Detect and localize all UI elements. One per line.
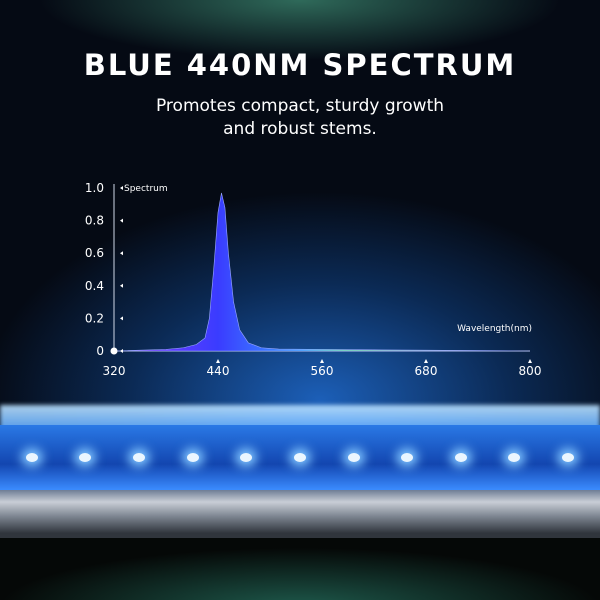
led-chip [25,453,38,462]
led-chip [186,453,199,462]
x-axis-label: Wavelength(nm) [457,324,532,334]
x-tick-label: 560 [311,364,334,378]
led-chip [293,453,306,462]
y-tick-label: 1.0 [85,181,104,195]
led-chip [562,453,575,462]
y-tick-mark [120,316,123,321]
x-tick-label: 680 [415,364,438,378]
y-tick-label: 0.4 [85,279,104,293]
x-tick-label: 800 [519,364,542,378]
y-tick-mark [120,218,123,223]
spectrum-curve [113,192,531,352]
y-tick-mark [120,283,123,288]
y-tick-label: 0.2 [85,311,104,325]
led-chip [79,453,92,462]
led-chip [240,453,253,462]
y-tick-label: 0 [96,344,104,358]
x-tick-label: 440 [207,364,230,378]
x-tick-mark [216,359,220,363]
led-chip [508,453,521,462]
y-axis-label: Spectrum [124,184,168,194]
x-tick-mark [424,359,428,363]
subtitle-line: and robust stems. [223,119,377,139]
led-chip [401,453,414,462]
led-chip [454,453,467,462]
y-tick-mark [120,349,123,353]
x-tick-mark [320,359,324,363]
led-strip [0,425,600,490]
x-tick-mark [528,359,532,363]
x-tick-label: 320 [103,364,126,378]
y-tick-mark [120,186,123,190]
led-chip [347,453,360,462]
y-tick-label: 0.6 [85,246,104,260]
page-title: BLUE 440NM SPECTRUM [83,48,517,82]
origin-dot [110,347,118,355]
led-chip [133,453,146,462]
bottom-shade [0,538,600,600]
y-tick-label: 0.8 [85,214,104,228]
aluminum-rail [0,490,600,538]
subtitle-line: Promotes compact, sturdy growth [155,96,445,116]
y-tick-mark [120,251,123,256]
subtitle: Promotes compact, sturdy growth and robu… [0,95,600,141]
